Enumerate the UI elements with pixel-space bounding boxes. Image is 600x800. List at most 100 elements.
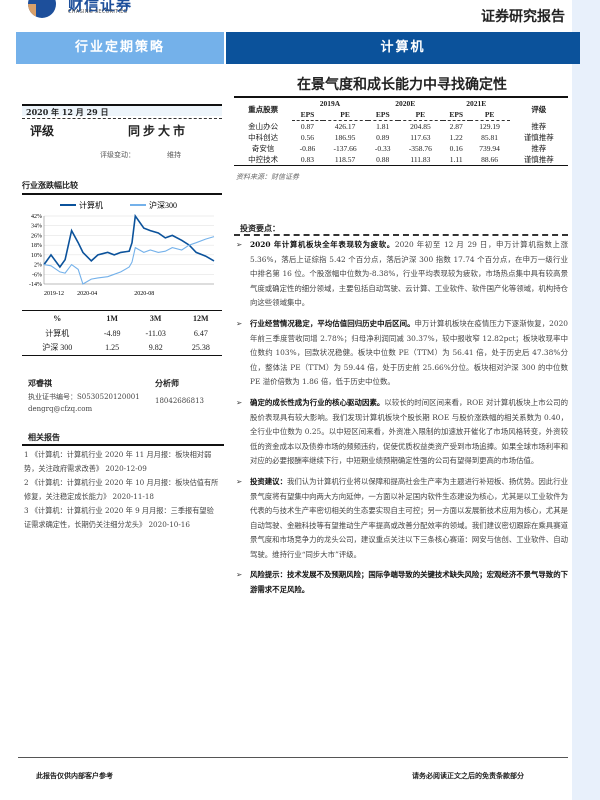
footer-divider [18,757,568,758]
table-row: 奇安信 -0.86 -137.66 -0.33 -358.76 0.16 739.94 推荐 [234,143,568,154]
related-list: 1 《计算机：计算机行业 2020 年 11 月月报：板块相对弱势，关注政府需求… [24,448,220,532]
logo-english: CHASING SECURITIES [68,9,128,15]
col-header: % [53,313,62,323]
key-point-lead: 2020 年计算机板块全年表现较为疲软。 [250,240,395,249]
x-tick-label: 2020-08 [134,291,154,297]
analyst-license: 执业证书编号：S0530520120001 [28,393,140,401]
related-report-link[interactable]: 2 《计算机：计算机行业 2020 年 10 月月报：板块估值有所修复，关注稳定… [24,478,219,501]
legend-label-hs300: 沪深300 [149,200,177,210]
col-header: EPS [367,109,398,121]
cell: -0.86 [299,144,316,153]
cell: 204.85 [410,122,431,131]
rating-change-value: 维持 [167,151,181,159]
table-source: 资料来源：财信证券 [236,173,299,181]
cell: 0.89 [376,133,390,142]
cell: 推荐 [531,144,547,153]
y-tick-label: -14% [29,282,42,288]
cell: 谨慎推荐 [523,133,554,142]
table-row: 计算机 -4.89 -11.03 6.47 [22,326,222,341]
divider [22,118,222,119]
cell: 0.87 [300,122,315,131]
cell: 0.83 [300,155,315,164]
cell: 1.22 [449,133,463,142]
cell: -358.76 [408,144,432,153]
key-point-text: 申万计算机板块在疫情压力下逐渐恢复，2020 年前三季度营收同增 2.78%；归… [250,318,568,387]
analyst-name: 邓睿祺 [28,378,52,388]
col-header: 2019A [319,99,341,108]
cell: -137.66 [333,144,357,153]
cell: 沪深 300 [42,343,73,353]
key-point: 行业经营情况稳定，平均估值回归历史中后区间。申万计算机板块在疫情压力下逐渐恢复，… [236,317,568,390]
y-tick-label: 2% [34,263,42,269]
related-report-link[interactable]: 3 《计算机：计算机行业 2020 年 9 月月报：三季报有望验证需求确定性，长… [24,506,214,529]
cell: -0.33 [374,144,391,153]
cell: 1.81 [376,122,390,131]
divider [234,234,568,236]
footer-disclaimer: 请务必阅读正文之后的免责条款部分 [412,771,524,780]
col-header: 2020E [395,99,416,108]
col-header: PE [397,109,443,121]
divider [22,444,224,446]
cell: 111.83 [410,155,431,164]
y-tick-label: 26% [31,233,42,239]
table-row: 沪深 300 1.25 9.82 25.38 [22,341,222,356]
col-header: 2021E [466,99,487,108]
cell: 1.25 [105,343,120,353]
col-header: 12M [193,313,209,323]
related-report-link[interactable]: 1 《计算机：计算机行业 2020 年 11 月月报：板块相对弱势，关注政府需求… [24,450,212,473]
cell: 中科创达 [248,133,279,142]
logo-mark-icon [28,0,56,18]
report-type: 证券研究报告 [481,9,565,25]
col-header: 1M [106,313,118,323]
series-line-hs300 [43,236,215,285]
x-tick-label: 2019-12 [44,291,64,297]
cell: 0.88 [376,155,390,164]
cell: 计算机 [45,328,70,338]
cell: 金山办公 [248,121,279,131]
cell: 426.17 [334,122,356,131]
x-tick-label: 2020-04 [77,291,97,297]
cell: 1.11 [449,155,463,164]
cell: 129.19 [479,122,500,131]
col-header: 3M [149,313,162,323]
key-points: 2020 年计算机板块全年表现较为疲软。2020 年初至 12 月 29 日，申… [236,238,568,604]
key-point: 确定的成长性成为行业的核心驱动因素。以较长的时间区间来看，ROE 对计算机板块上… [236,396,568,469]
rating-value: 同步大市 [128,124,189,138]
table-row: 中控技术 0.83 118.57 0.88 111.83 1.11 88.66 谨慎推荐 [234,154,568,166]
key-point-lead: 确定的成长性成为行业的核心驱动因素。 [250,397,385,407]
key-point: 风险提示：技术发展不及预期风险；国际争端导致的关键技术缺失风险；宏观经济不景气导… [236,568,568,597]
cell: 25.38 [191,343,210,353]
key-point-lead: 行业经营情况稳定，平均估值回归历史中后区间。 [250,318,415,328]
cell: 186.95 [334,133,356,142]
key-point: 投资建议：我们认为计算机行业将以保障和提高社会生产率为主题进行补短板、扬优势。因… [236,475,568,563]
analyst-email[interactable]: dengrq@cfzq.com [28,405,93,413]
footer-note: 此报告仅供内部客户参考 [36,771,113,780]
table-row: 中科创达 0.56 186.95 0.89 117.63 1.22 85.81 谨慎推荐 [234,132,568,143]
logo-name: 财信证券 [68,0,133,14]
perf-section-title: 行业涨跌幅比较 [22,180,78,190]
rating-label: 评级 [30,124,55,138]
col-header: PE [322,109,368,121]
cell: 0.16 [449,144,463,153]
col-header: PE [469,109,510,121]
y-tick-label: 18% [31,243,42,249]
divider [22,193,222,195]
col-header: 评级 [531,104,547,114]
key-point: 2020 年计算机板块全年表现较为疲软。2020 年初至 12 月 29 日，申… [236,238,568,311]
cell: 6.47 [193,328,208,338]
related-title: 相关报告 [28,432,60,442]
key-stocks-table: 重点股票 2019A 2020E 2021E 评级 EPS PE EPS PE EPS P… [234,96,568,166]
col-header: 重点股票 [248,104,279,114]
performance-table: % 1M 3M 12M 计算机 -4.89 -11.03 6.47 沪深 300 1.2… [22,310,222,356]
report-title: 在景气度和成长能力中寻找确定性 [297,77,507,93]
report-date: 2020 年 12 月 29 日 [22,104,222,117]
cell: 0.56 [300,133,315,142]
performance-chart: 计算机 沪深300 42% 34% 26% 18% 10% 2% -6% -14%2019-1… [29,200,215,297]
key-point-lead: 风险提示：技术发展不及预期风险；国际争端导致的关键技术缺失风险；宏观经济不景气导… [250,570,568,595]
cell: 85.81 [481,133,499,142]
series-line-computer [43,213,215,269]
table-row: 金山办公 0.87 426.17 1.81 204.85 2.87 129.19 推荐 [234,121,568,133]
key-point-text: 2020 年初至 12 月 29 日，申万计算机指数上涨 5.36%，落后上证综… [250,240,568,308]
cell: 88.66 [481,155,499,164]
y-tick-label: 34% [31,224,42,230]
